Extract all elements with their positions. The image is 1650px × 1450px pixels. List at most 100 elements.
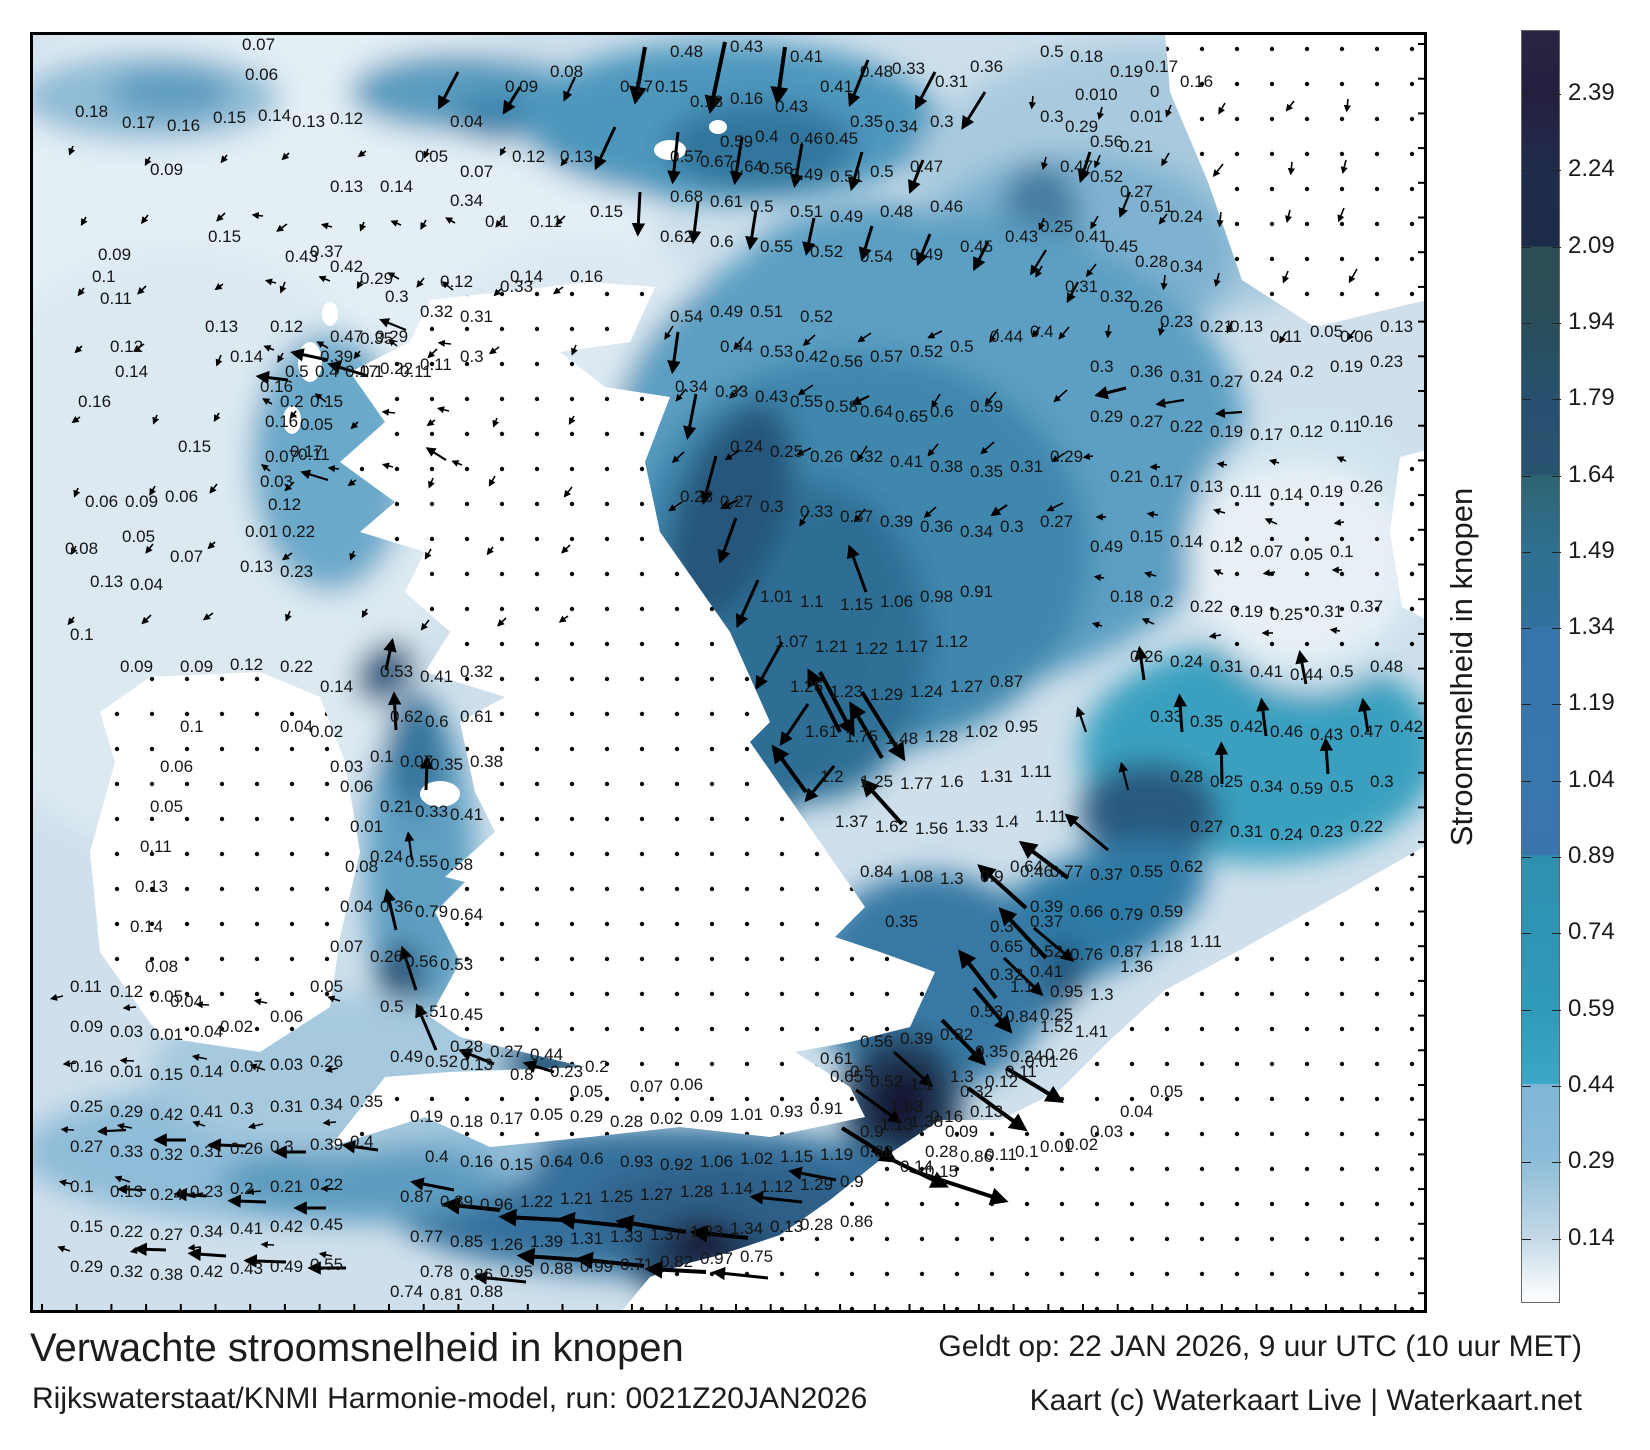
current-speed-label: 0.64 bbox=[1010, 857, 1043, 876]
current-speed-label: 0.33 bbox=[715, 382, 748, 401]
current-arrow bbox=[281, 152, 290, 161]
current-speed-label: 1.17 bbox=[895, 637, 928, 656]
current-speed-label: 0.49 bbox=[390, 1047, 423, 1066]
current-arrow bbox=[851, 395, 870, 405]
current-speed-label: 0.06 bbox=[160, 757, 193, 776]
current-speed-label: 0.38 bbox=[470, 752, 503, 771]
current-speed-label: 0.41 bbox=[1030, 962, 1063, 981]
current-speed-label: 0.71 bbox=[620, 1255, 653, 1274]
current-arrow bbox=[1090, 215, 1099, 230]
current-speed-label: 1.63 bbox=[890, 1097, 923, 1116]
current-speed-label: 1.61 bbox=[805, 722, 838, 741]
current-speed-label: 0.07 bbox=[230, 1057, 263, 1076]
current-speed-label: 1.15 bbox=[780, 1147, 813, 1166]
current-speed-label: 0.77 bbox=[1050, 862, 1083, 881]
current-speed-label: 0.37 bbox=[310, 242, 343, 261]
current-arrow bbox=[80, 216, 88, 227]
current-arrow bbox=[1213, 272, 1221, 288]
current-speed-label: 0.05 bbox=[570, 1082, 603, 1101]
current-speed-label: 0.11 bbox=[140, 837, 172, 856]
current-arrow bbox=[77, 287, 85, 297]
current-arrow bbox=[426, 418, 436, 427]
current-arrow bbox=[300, 469, 329, 482]
current-speed-label: 0.55 bbox=[405, 852, 438, 871]
current-speed-label: 0.57 bbox=[870, 347, 903, 366]
current-speed-label: 0.1 bbox=[70, 625, 94, 644]
current-speed-label: 0.02 bbox=[220, 1017, 253, 1036]
current-speed-label: 0.06 bbox=[340, 777, 373, 796]
current-arrow bbox=[909, 1168, 1009, 1206]
current-speed-label: 1.12 bbox=[760, 1177, 793, 1196]
current-speed-label: 0.75 bbox=[740, 1247, 773, 1266]
current-speed-label: 0.52 bbox=[425, 1052, 458, 1071]
current-arrow bbox=[497, 617, 507, 627]
colorbar-tick bbox=[1522, 322, 1531, 324]
current-arrow bbox=[1091, 621, 1103, 629]
colorbar-tick bbox=[1522, 933, 1531, 935]
current-speed-label: 0.29 bbox=[375, 327, 408, 346]
current-speed-label: 0.09 bbox=[945, 1122, 978, 1141]
current-speed-label: 0.09 bbox=[690, 1107, 723, 1126]
current-speed-label: 0.19 bbox=[1330, 357, 1363, 376]
current-speed-label: 0.21 bbox=[380, 797, 413, 816]
colorbar-tick bbox=[1522, 857, 1531, 859]
current-speed-label: 0.42 bbox=[1390, 717, 1423, 736]
current-speed-label: 0.14 bbox=[380, 177, 413, 196]
current-speed-label: 0.26 bbox=[1130, 297, 1163, 316]
current-arrow bbox=[359, 221, 367, 232]
current-speed-label: 0.22 bbox=[1350, 817, 1383, 836]
current-speed-label: 0.31 bbox=[935, 72, 968, 91]
current-speed-label: 0.05 bbox=[1150, 1082, 1183, 1101]
current-arrow bbox=[425, 447, 447, 461]
current-arrow bbox=[320, 1185, 335, 1193]
current-speed-label: 0.48 bbox=[670, 42, 703, 61]
current-arrow bbox=[1004, 1066, 1064, 1103]
current-arrow bbox=[255, 370, 289, 385]
current-speed-label: 0.76 bbox=[1070, 945, 1103, 964]
current-speed-label: 1.27 bbox=[640, 1185, 673, 1204]
current-arrows bbox=[49, 41, 1372, 1285]
current-speed-label: 0.11 bbox=[530, 212, 562, 231]
current-speed-label: 0.36 bbox=[1130, 362, 1163, 381]
colorbar-tick bbox=[1552, 1009, 1561, 1011]
current-speed-label: 1.56 bbox=[915, 819, 948, 838]
current-arrow bbox=[629, 46, 647, 105]
colorbar-tick bbox=[1552, 399, 1561, 401]
current-arrow bbox=[1038, 217, 1046, 231]
current-speed-label: 1.31 bbox=[980, 767, 1013, 786]
current-speed-label: 0.6 bbox=[930, 402, 954, 421]
current-arrow bbox=[263, 345, 275, 352]
current-speed-label: 0.16 bbox=[167, 116, 200, 135]
current-arrow bbox=[451, 460, 463, 467]
current-arrow bbox=[1333, 518, 1345, 527]
colorbar-tick-label: 1.94 bbox=[1568, 307, 1615, 335]
current-arrow bbox=[1337, 207, 1345, 223]
current-arrow bbox=[802, 217, 816, 256]
current-arrow bbox=[249, 1063, 266, 1071]
current-arrow bbox=[1268, 458, 1280, 466]
current-speed-label: 0.28 bbox=[925, 1142, 958, 1161]
current-arrow bbox=[990, 504, 1008, 517]
current-speed-label: 0.89 bbox=[440, 1192, 473, 1211]
current-speed-label: 0.07 bbox=[330, 937, 363, 956]
current-arrow bbox=[187, 1191, 204, 1199]
colorbar-tick bbox=[1552, 780, 1561, 782]
current-speed-label: 0.3 bbox=[1370, 772, 1394, 791]
current-speed-label: 0.64 bbox=[450, 905, 483, 924]
current-arrow bbox=[349, 550, 357, 561]
current-arrow bbox=[908, 159, 925, 195]
current-speed-label: 0.27 bbox=[1120, 182, 1153, 201]
current-speed-label: 0.9 bbox=[980, 867, 1004, 886]
current-arrow bbox=[441, 281, 454, 291]
current-arrow bbox=[316, 341, 329, 349]
current-speed-label: 0.13 bbox=[110, 1182, 143, 1201]
current-arrow bbox=[687, 201, 702, 245]
current-speed-label: 0.06 bbox=[270, 1007, 303, 1026]
current-arrow bbox=[1040, 156, 1048, 171]
current-speed-label: 0.88 bbox=[540, 1259, 573, 1278]
current-arrow bbox=[327, 464, 340, 473]
current-speed-label: 0.06 bbox=[165, 487, 198, 506]
current-speed-label: 1.62 bbox=[875, 817, 908, 836]
colorbar-tick-label: 2.39 bbox=[1568, 79, 1615, 106]
current-arrow bbox=[192, 1120, 206, 1128]
